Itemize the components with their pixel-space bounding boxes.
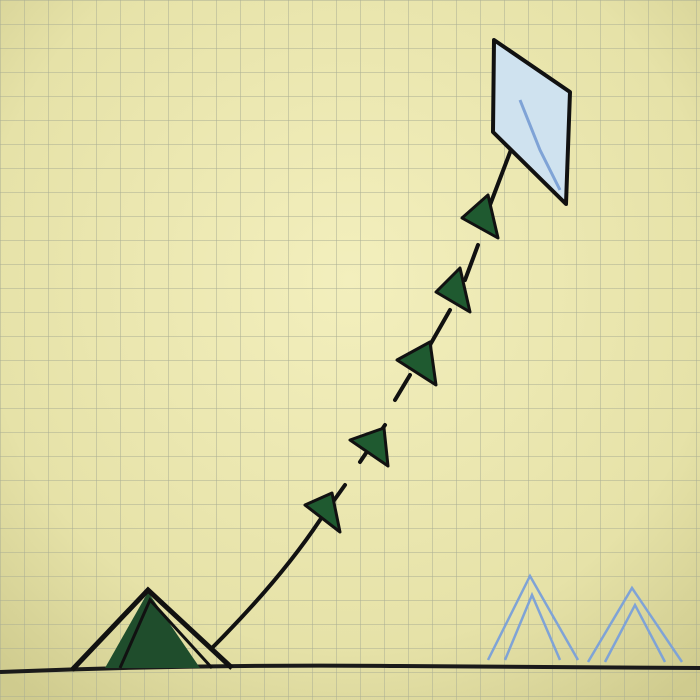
tent (70, 586, 234, 672)
flags (303, 193, 500, 534)
kite (491, 38, 572, 206)
ground (0, 663, 700, 674)
mountains (486, 573, 684, 663)
